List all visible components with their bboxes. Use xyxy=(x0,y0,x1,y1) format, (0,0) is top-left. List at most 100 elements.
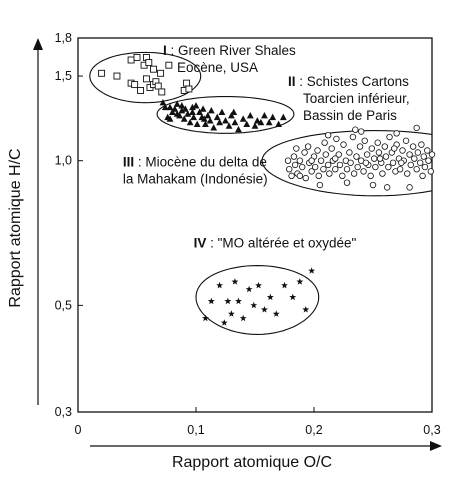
data-point-group-ii xyxy=(159,98,167,106)
data-point-group-ii xyxy=(161,103,169,111)
data-point-group-iii xyxy=(308,157,315,164)
data-point-group-iii xyxy=(333,135,340,143)
x-tick-label: 0,3 xyxy=(423,423,440,437)
data-point-group-iii xyxy=(382,153,390,160)
x-axis-title: Rapport atomique O/C xyxy=(172,454,332,471)
data-point-group-i xyxy=(154,82,162,90)
group-ii-envelope xyxy=(156,95,295,134)
data-point-group-iii xyxy=(311,163,319,171)
data-point-group-ii xyxy=(173,100,181,107)
data-point-group-iv xyxy=(207,297,215,305)
data-point-group-ii xyxy=(243,120,251,127)
data-point-group-iv xyxy=(202,314,209,322)
data-point-group-ii xyxy=(186,118,194,126)
axes: 0 0,1 0,2 0,3 0,3 0,5 1,0 1,5 1,8 xyxy=(33,31,442,451)
data-point-group-ii xyxy=(251,122,259,129)
data-point-group-ii xyxy=(210,124,218,131)
data-point-group-iii xyxy=(428,151,436,158)
y-tick-label: 1,5 xyxy=(55,69,72,83)
data-point-group-iii xyxy=(324,131,332,139)
data-point-group-ii xyxy=(239,115,247,122)
data-points xyxy=(98,53,436,326)
data-point-group-ii xyxy=(279,113,287,121)
data-point-group-iii xyxy=(343,179,351,186)
data-point-group-iii xyxy=(399,147,406,154)
data-point-group-iii xyxy=(301,149,308,156)
x-tick-label: 0 xyxy=(75,423,82,437)
data-point-group-iii xyxy=(286,166,293,173)
data-point-group-iv xyxy=(239,314,247,322)
data-point-group-iv xyxy=(224,297,232,305)
data-point-group-iv xyxy=(231,278,239,285)
data-point-group-iv xyxy=(245,285,253,293)
data-point-group-ii xyxy=(253,117,261,124)
group-label-line: Bassin de Paris xyxy=(303,108,397,123)
group-label-line: Eocène, USA xyxy=(177,60,258,75)
group-iii-numeral: III xyxy=(123,155,134,170)
data-point-group-iii xyxy=(419,172,426,180)
data-point-group-i xyxy=(113,72,121,80)
data-point-group-iii xyxy=(360,168,367,175)
data-point-group-ii xyxy=(204,111,212,119)
data-point-group-iii xyxy=(376,155,384,162)
group-label-line: : Green River Shales xyxy=(167,43,296,58)
data-point-group-iii xyxy=(316,181,324,189)
data-point-group-iii xyxy=(383,184,391,191)
data-point-group-ii xyxy=(213,113,221,121)
y-tick-label: 0,5 xyxy=(55,298,72,312)
data-point-group-ii xyxy=(181,105,189,112)
data-point-group-iii xyxy=(336,161,344,169)
data-point-group-iv xyxy=(235,297,242,305)
data-point-group-iii xyxy=(427,168,435,175)
data-point-group-iii xyxy=(356,143,364,150)
data-point-group-iii xyxy=(368,145,376,152)
data-point-group-ii xyxy=(196,108,203,116)
data-point-group-iii xyxy=(291,161,299,169)
data-point-group-iii xyxy=(343,166,351,173)
data-point-group-iii xyxy=(352,126,359,133)
data-point-group-iii xyxy=(335,151,342,158)
data-point-group-iii xyxy=(347,159,354,166)
x-tick-label: 0,1 xyxy=(187,423,204,437)
group-iv-envelope xyxy=(195,265,320,335)
data-point-group-iv xyxy=(255,281,262,289)
data-point-group-iv xyxy=(250,301,258,309)
data-point-group-iii xyxy=(389,159,397,166)
data-point-group-ii xyxy=(189,108,196,116)
data-point-group-i xyxy=(158,88,166,96)
data-point-group-iii xyxy=(375,149,383,156)
data-point-group-ii xyxy=(230,108,238,116)
data-point-group-i xyxy=(185,85,193,93)
data-point-group-i xyxy=(133,53,141,61)
data-point-group-i xyxy=(127,56,135,64)
data-point-group-iii xyxy=(417,159,424,166)
data-point-group-ii xyxy=(216,118,223,126)
data-point-group-ii xyxy=(193,120,201,127)
data-point-group-ii xyxy=(166,115,174,122)
data-point-group-iii xyxy=(386,133,393,141)
data-point-group-i xyxy=(145,59,153,67)
data-point-group-iii xyxy=(379,170,386,177)
data-point-group-iii xyxy=(398,159,405,166)
data-point-group-i xyxy=(142,75,150,83)
data-point-group-iii xyxy=(407,161,414,169)
data-point-group-iii xyxy=(320,166,327,173)
data-point-group-iii xyxy=(324,161,332,169)
data-point-group-i xyxy=(157,69,165,77)
data-point-group-iii xyxy=(367,172,374,180)
data-point-group-ii xyxy=(257,118,265,126)
data-point-group-ii xyxy=(171,105,179,112)
y-tick-label: 1,0 xyxy=(55,154,72,168)
data-point-group-ii xyxy=(225,122,233,129)
data-point-group-iii xyxy=(302,174,309,182)
data-point-group-iii xyxy=(288,172,295,180)
data-point-group-iii xyxy=(402,137,410,144)
data-point-group-ii xyxy=(275,120,282,127)
data-point-group-ii xyxy=(228,111,235,119)
data-point-group-ii xyxy=(222,117,229,124)
data-point-group-ii xyxy=(169,108,176,116)
data-point-group-iii xyxy=(350,170,358,177)
data-point-group-iii xyxy=(315,172,322,180)
group-i-label: I : Green River Shales Eocène, USA xyxy=(163,43,296,75)
data-point-group-ii xyxy=(261,111,268,119)
